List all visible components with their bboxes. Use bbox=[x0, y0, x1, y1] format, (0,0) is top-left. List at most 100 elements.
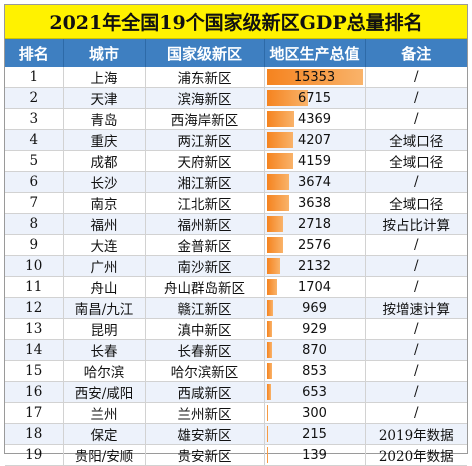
table-row: 11 舟山 舟山群岛新区 1704 / bbox=[5, 276, 467, 298]
gdp-bar bbox=[266, 195, 290, 211]
table-row: 16 西安/咸阳 西咸新区 653 / bbox=[5, 381, 467, 403]
gdp-bar bbox=[266, 342, 272, 358]
city-cell: 南京 bbox=[63, 192, 146, 214]
gdp-bar bbox=[266, 384, 271, 400]
header-gdp: 地区生产总值 bbox=[264, 39, 366, 67]
rank-cell: 10 bbox=[5, 255, 64, 277]
gdp-value: 300 bbox=[302, 405, 327, 421]
table-row: 7 南京 江北新区 3638 全域口径 bbox=[5, 192, 467, 214]
table-row: 17 兰州 兰州新区 300 / bbox=[5, 402, 467, 424]
zone-cell: 长春新区 bbox=[145, 339, 265, 361]
rank-cell: 9 bbox=[5, 234, 64, 256]
gdp-bar bbox=[266, 426, 268, 442]
zone-cell: 福州新区 bbox=[145, 213, 265, 235]
gdp-value: 2132 bbox=[297, 258, 332, 274]
note-cell: / bbox=[365, 255, 467, 277]
gdp-value: 4159 bbox=[297, 153, 332, 169]
zone-cell: 滨海新区 bbox=[145, 87, 265, 109]
gdp-cell: 969 bbox=[264, 297, 366, 319]
table-row: 15 哈尔滨 哈尔滨新区 853 / bbox=[5, 360, 467, 382]
table-row: 13 昆明 滇中新区 929 / bbox=[5, 318, 467, 340]
gdp-cell: 139 bbox=[264, 444, 366, 466]
note-cell: / bbox=[365, 360, 467, 382]
gdp-bar bbox=[266, 153, 293, 169]
city-cell: 西安/咸阳 bbox=[63, 381, 146, 403]
city-cell: 保定 bbox=[63, 423, 146, 445]
rank-cell: 5 bbox=[5, 150, 64, 172]
gdp-cell: 4369 bbox=[264, 108, 366, 130]
table-row: 9 大连 金普新区 2576 / bbox=[5, 234, 467, 256]
city-cell: 上海 bbox=[63, 67, 146, 88]
rank-cell: 8 bbox=[5, 213, 64, 235]
gdp-cell: 300 bbox=[264, 402, 366, 424]
gdp-value: 4207 bbox=[297, 132, 332, 148]
note-cell: 全域口径 bbox=[365, 129, 467, 151]
gdp-bar bbox=[266, 174, 290, 190]
gdp-cell: 653 bbox=[264, 381, 366, 403]
header-rank: 排名 bbox=[5, 39, 64, 67]
note-cell: / bbox=[365, 276, 467, 298]
city-cell: 南昌/九江 bbox=[63, 297, 146, 319]
rank-cell: 15 bbox=[5, 360, 64, 382]
zone-cell: 滇中新区 bbox=[145, 318, 265, 340]
table-row: 6 长沙 湘江新区 3674 / bbox=[5, 171, 467, 193]
note-cell: / bbox=[365, 318, 467, 340]
gdp-value: 2576 bbox=[297, 237, 332, 253]
rank-cell: 19 bbox=[5, 444, 64, 466]
table-row: 12 南昌/九江 赣江新区 969 按增速计算 bbox=[5, 297, 467, 319]
zone-cell: 湘江新区 bbox=[145, 171, 265, 193]
gdp-value: 4369 bbox=[297, 111, 332, 127]
rank-cell: 3 bbox=[5, 108, 64, 130]
gdp-bar bbox=[266, 69, 363, 85]
city-cell: 长沙 bbox=[63, 171, 146, 193]
zone-cell: 天府新区 bbox=[145, 150, 265, 172]
gdp-bar bbox=[266, 216, 284, 232]
gdp-bar bbox=[266, 132, 293, 148]
note-cell: / bbox=[365, 87, 467, 109]
note-cell: 2019年数据 bbox=[365, 423, 467, 445]
gdp-value: 2718 bbox=[297, 216, 332, 232]
gdp-cell: 929 bbox=[264, 318, 366, 340]
gdp-value: 929 bbox=[302, 321, 327, 337]
table-row: 18 保定 雄安新区 215 2019年数据 bbox=[5, 423, 467, 445]
gdp-bar bbox=[266, 279, 278, 295]
rank-cell: 1 bbox=[5, 67, 64, 88]
gdp-value: 870 bbox=[302, 342, 327, 358]
note-cell: 全域口径 bbox=[365, 192, 467, 214]
zone-cell: 舟山群岛新区 bbox=[145, 276, 265, 298]
gdp-value: 3674 bbox=[297, 174, 332, 190]
zone-cell: 浦东新区 bbox=[145, 67, 265, 88]
gdp-bar bbox=[266, 258, 280, 274]
note-cell: 全域口径 bbox=[365, 150, 467, 172]
rank-cell: 18 bbox=[5, 423, 64, 445]
gdp-cell: 870 bbox=[264, 339, 366, 361]
header-note: 备注 bbox=[365, 39, 467, 67]
gdp-bar bbox=[266, 300, 273, 316]
table-row: 5 成都 天府新区 4159 全域口径 bbox=[5, 150, 467, 172]
table-row: 10 广州 南沙新区 2132 / bbox=[5, 255, 467, 277]
zone-cell: 江北新区 bbox=[145, 192, 265, 214]
note-cell: 按增速计算 bbox=[365, 297, 467, 319]
table-row: 1 上海 浦东新区 15353 / bbox=[5, 67, 467, 88]
gdp-cell: 853 bbox=[264, 360, 366, 382]
rank-cell: 17 bbox=[5, 402, 64, 424]
zone-cell: 西咸新区 bbox=[145, 381, 265, 403]
city-cell: 天津 bbox=[63, 87, 146, 109]
gdp-cell: 2576 bbox=[264, 234, 366, 256]
gdp-value: 139 bbox=[302, 447, 327, 463]
rank-cell: 12 bbox=[5, 297, 64, 319]
rank-cell: 2 bbox=[5, 87, 64, 109]
gdp-value: 653 bbox=[302, 384, 327, 400]
gdp-bar bbox=[266, 237, 283, 253]
table-row: 4 重庆 两江新区 4207 全域口径 bbox=[5, 129, 467, 151]
zone-cell: 赣江新区 bbox=[145, 297, 265, 319]
gdp-value: 15353 bbox=[293, 69, 336, 85]
gdp-cell: 15353 bbox=[264, 67, 366, 88]
city-cell: 福州 bbox=[63, 213, 146, 235]
gdp-cell: 4207 bbox=[264, 129, 366, 151]
zone-cell: 贵安新区 bbox=[145, 444, 265, 466]
city-cell: 贵阳/安顺 bbox=[63, 444, 146, 466]
gdp-bar bbox=[266, 111, 294, 127]
gdp-cell: 6715 bbox=[264, 87, 366, 109]
city-cell: 舟山 bbox=[63, 276, 146, 298]
